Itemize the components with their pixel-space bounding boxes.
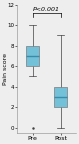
Y-axis label: Pain score: Pain score bbox=[3, 53, 8, 85]
Bar bbox=[54, 87, 67, 107]
Bar bbox=[26, 46, 39, 66]
Text: P<0.001: P<0.001 bbox=[33, 7, 60, 12]
